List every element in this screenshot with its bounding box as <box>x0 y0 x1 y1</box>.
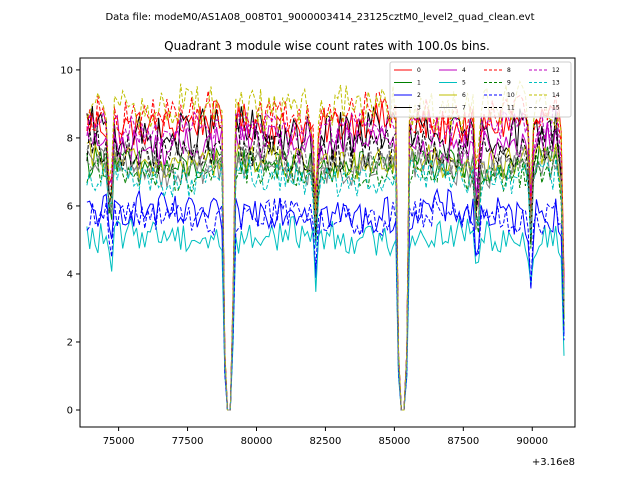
legend-label-14: 14 <box>552 92 560 99</box>
x-tick-label: 87500 <box>447 436 479 447</box>
x-tick-label: 90000 <box>516 436 548 447</box>
y-tick-label: 4 <box>67 269 73 280</box>
legend-label-3: 3 <box>417 105 421 112</box>
x-offset-label: +3.16e8 <box>532 457 575 468</box>
legend-label-6: 6 <box>462 92 466 99</box>
legend-label-9: 9 <box>507 80 511 87</box>
series-line-2 <box>86 187 565 411</box>
series-line-4 <box>86 122 565 411</box>
legend-label-8: 8 <box>507 67 511 74</box>
legend-label-10: 10 <box>507 92 515 99</box>
plot-area <box>80 58 575 427</box>
series-line-11 <box>86 127 565 411</box>
legend-label-4: 4 <box>462 67 466 74</box>
figure-suptitle: Data file: modeM0/AS1A08_008T01_90000034… <box>105 12 534 23</box>
chart-title: Quadrant 3 module wise count rates with … <box>164 39 490 53</box>
x-tick-label: 82500 <box>310 436 342 447</box>
legend-label-0: 0 <box>417 67 421 74</box>
y-tick-label: 2 <box>67 337 73 348</box>
y-tick-label: 8 <box>67 133 73 144</box>
series-line-15 <box>86 139 565 411</box>
legend-label-5: 5 <box>462 80 466 87</box>
series-layer <box>86 80 565 411</box>
y-tick-label: 6 <box>67 201 73 212</box>
y-tick-label: 0 <box>67 405 73 416</box>
x-tick-label: 75000 <box>103 436 135 447</box>
legend-label-1: 1 <box>417 80 421 87</box>
series-line-3 <box>86 105 565 411</box>
legend-label-12: 12 <box>552 67 560 74</box>
x-tick-label: 80000 <box>241 436 273 447</box>
x-tick-label: 85000 <box>378 436 410 447</box>
legend-label-13: 13 <box>552 80 560 87</box>
legend-label-15: 15 <box>552 105 560 112</box>
legend-label-11: 11 <box>507 105 515 112</box>
y-tick-label: 10 <box>60 65 73 76</box>
legend-label-2: 2 <box>417 92 421 99</box>
y-axis: 0 2 4 6 8 10 <box>60 65 80 416</box>
legend-label-7: 7 <box>462 105 466 112</box>
legend-box <box>389 61 572 118</box>
series-line-13 <box>86 158 565 411</box>
series-line-8 <box>86 90 565 411</box>
x-axis: 75000 77500 80000 82500 85000 87500 90000 <box>103 427 548 447</box>
series-line-10 <box>86 195 565 411</box>
x-tick-label: 77500 <box>172 436 204 447</box>
plot-frame <box>79 57 576 428</box>
series-line-12 <box>86 108 565 411</box>
series-line-5 <box>86 215 565 411</box>
